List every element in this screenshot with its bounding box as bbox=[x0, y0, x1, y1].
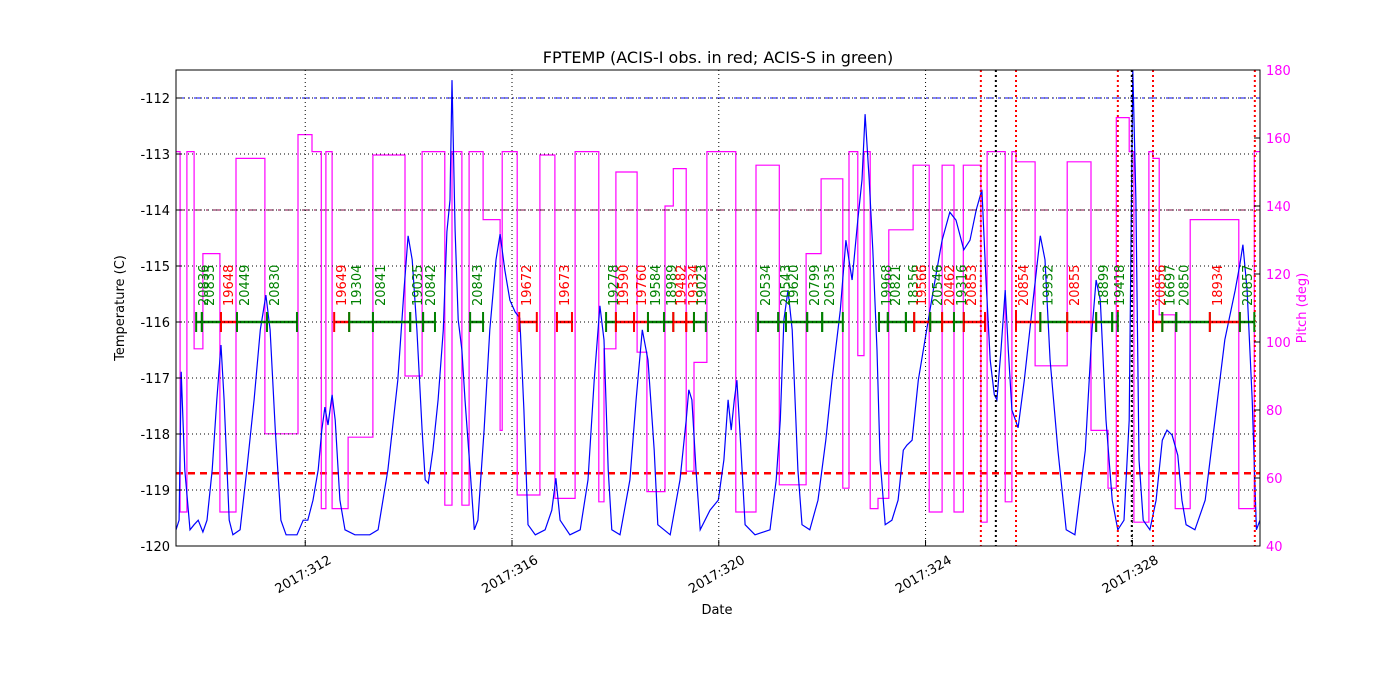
y2-tick-label: 80 bbox=[1266, 404, 1283, 419]
observation-label: 20842 bbox=[424, 265, 439, 306]
observation-label: 20799 bbox=[808, 265, 823, 306]
observation-label: 19482 bbox=[674, 265, 689, 306]
observation-label: 20850 bbox=[1177, 265, 1192, 306]
y-tick-label: -115 bbox=[140, 260, 170, 275]
observation-label: 20836 bbox=[197, 265, 212, 306]
observation-label: 19672 bbox=[520, 265, 535, 306]
y2-tick-label: 100 bbox=[1266, 336, 1291, 351]
observation-label: 19023 bbox=[695, 265, 710, 306]
observation-label: 20546 bbox=[931, 265, 946, 306]
observation-label: 20835 bbox=[203, 265, 218, 306]
y-tick-label: -119 bbox=[140, 484, 170, 499]
observation-label: 20841 bbox=[374, 265, 389, 306]
y2-tick-label: 140 bbox=[1266, 200, 1291, 215]
y-tick-label: -114 bbox=[140, 204, 170, 219]
observation-label: 20843 bbox=[471, 265, 486, 306]
observation-label: 19968 bbox=[880, 265, 895, 306]
y2-axis-label: Pitch (deg) bbox=[1295, 273, 1310, 343]
x-axis-label: Date bbox=[701, 603, 732, 618]
y-tick-label: -117 bbox=[140, 372, 170, 387]
observation-label: 19932 bbox=[1041, 265, 1056, 306]
observation-label: 19620 bbox=[787, 265, 802, 306]
observation-label: 20853 bbox=[965, 265, 980, 306]
observation-label: 20543 bbox=[779, 265, 794, 306]
observation-label: 20857 bbox=[1241, 265, 1256, 306]
observation-label: 20462 bbox=[943, 265, 958, 306]
observation-label: 19649 bbox=[335, 265, 350, 306]
series-line bbox=[176, 70, 1260, 536]
observation-label: 19316 bbox=[955, 265, 970, 306]
y2-tick-label: 60 bbox=[1266, 472, 1283, 487]
observation-label: 20535 bbox=[823, 265, 838, 306]
observation-label: 19418 bbox=[1113, 265, 1128, 306]
observation-label: 19584 bbox=[649, 265, 664, 306]
y-tick-label: -113 bbox=[140, 148, 170, 163]
series-line bbox=[176, 117, 1260, 523]
observation-label: 20534 bbox=[759, 265, 774, 306]
observation-label: 20855 bbox=[1068, 265, 1083, 306]
observation-label: 19035 bbox=[411, 265, 426, 306]
observation-label: 19673 bbox=[558, 265, 573, 306]
observation-label: 19760 bbox=[635, 265, 650, 306]
observation-label: 19278 bbox=[607, 265, 622, 306]
observation-label: 18899 bbox=[1097, 265, 1112, 306]
y-tick-label: -120 bbox=[140, 540, 170, 555]
observation-label: 20449 bbox=[238, 265, 253, 306]
observation-label: 20830 bbox=[268, 265, 283, 306]
observation-label: 19304 bbox=[350, 265, 365, 306]
y-axis-label: Temperature (C) bbox=[113, 255, 128, 362]
observation-label: 18934 bbox=[1211, 265, 1226, 306]
y-tick-label: -116 bbox=[140, 316, 170, 331]
observation-label: 19334 bbox=[687, 265, 702, 306]
observation-label: 18356 bbox=[907, 265, 922, 306]
observation-label: 19566 bbox=[915, 265, 930, 306]
plot-area bbox=[176, 70, 1260, 546]
observation-label: 20854 bbox=[1017, 265, 1032, 306]
observation-label: 18989 bbox=[665, 265, 680, 306]
y2-tick-label: 160 bbox=[1266, 132, 1291, 147]
y2-tick-label: 120 bbox=[1266, 268, 1291, 283]
chart-title: FPTEMP (ACIS-I obs. in red; ACIS-S in gr… bbox=[543, 48, 893, 67]
y-tick-label: -112 bbox=[140, 92, 170, 107]
observation-label: 16697 bbox=[1163, 265, 1178, 306]
observation-label: 19648 bbox=[222, 265, 237, 306]
observation-label: 20856 bbox=[1154, 265, 1169, 306]
y-tick-label: -118 bbox=[140, 428, 170, 443]
observation-label: 20821 bbox=[889, 265, 904, 306]
plot-frame bbox=[175, 69, 1261, 547]
y2-tick-label: 40 bbox=[1266, 540, 1283, 555]
y2-tick-label: 180 bbox=[1266, 64, 1291, 79]
observation-label: 19590 bbox=[617, 265, 632, 306]
